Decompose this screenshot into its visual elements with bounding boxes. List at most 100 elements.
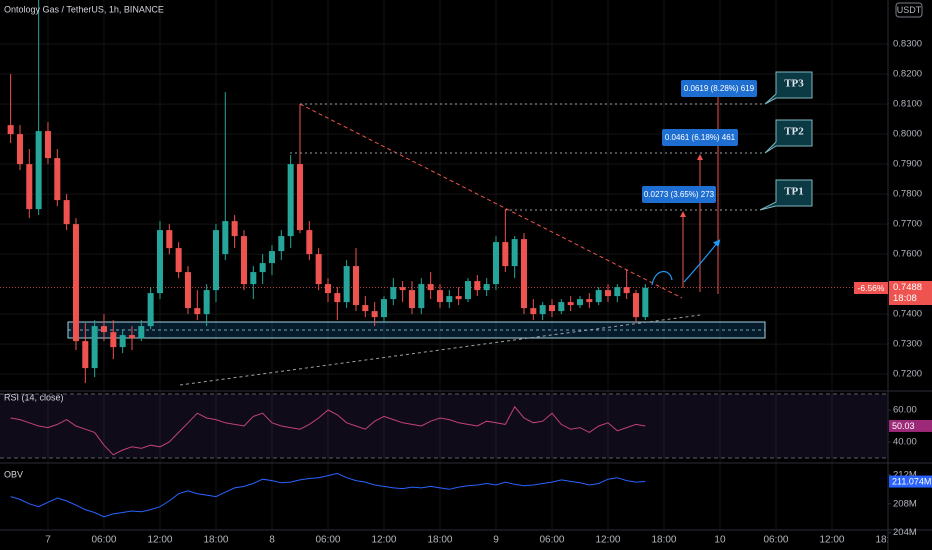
candle-body	[138, 326, 145, 339]
rsi-band	[0, 394, 888, 458]
candle-body	[222, 221, 229, 255]
tp2-info-box	[662, 129, 738, 146]
tp2-callout	[764, 119, 813, 154]
candle-body	[128, 335, 135, 339]
candle-body	[520, 239, 527, 309]
candle-body	[632, 293, 639, 318]
rsi-line	[10, 405, 646, 456]
x-tick-label: 12:00	[819, 535, 844, 546]
x-tick-label: 7	[45, 535, 51, 546]
x-tick-label: 06:00	[539, 535, 564, 546]
x-tick-label: 06:00	[91, 535, 116, 546]
candle-body	[380, 299, 387, 318]
last-value: 211.074M	[892, 476, 931, 486]
candle-body	[156, 230, 163, 294]
candle-body	[315, 254, 322, 285]
y-tick-label: 0.8300	[893, 39, 922, 50]
change-tag	[854, 282, 888, 294]
candle-body	[7, 125, 14, 135]
candle-body	[390, 287, 397, 300]
grid	[0, 0, 889, 530]
candle-body	[231, 221, 238, 237]
y-tick-label: 208M	[893, 498, 917, 509]
last-value-tag	[889, 475, 932, 488]
candle-body	[184, 272, 191, 309]
y-tick-label: 0.7400	[893, 309, 922, 320]
candle-body	[558, 302, 565, 312]
tp2-label: TP2	[784, 126, 804, 138]
candle-body	[483, 284, 490, 291]
y-tick-label: 0.7700	[893, 219, 922, 230]
candle-body	[343, 266, 350, 303]
tp1-callout	[759, 179, 813, 211]
x-tick-label: 06:00	[315, 535, 340, 546]
y-tick-label: 60.00	[893, 405, 917, 416]
candle-body	[595, 290, 602, 303]
rsi-title: RSI (14, close)	[4, 392, 64, 402]
y-tick-label: 0.7300	[893, 339, 922, 350]
tp3-label: TP3	[784, 78, 804, 90]
candle-body	[539, 305, 546, 315]
candle-body	[352, 266, 359, 306]
x-tick-label: 18:00	[427, 535, 452, 546]
candle-body	[44, 131, 51, 159]
y-tick-label: 0.7200	[893, 369, 922, 380]
marks: 7 06:00 12:00 18:00 8 06:00 12:00 18:00 9 06:00 12…	[7, 0, 932, 546]
x-tick-label: 12:00	[147, 535, 172, 546]
x-tick-label: 18:00	[875, 535, 900, 546]
candle-body	[567, 302, 574, 306]
x-tick-label: 18:00	[203, 535, 228, 546]
candle-body	[548, 305, 555, 312]
candle-body	[324, 284, 331, 294]
tp1-info: 0.0273 (3.65%) 273	[644, 190, 715, 199]
candle-body	[250, 272, 257, 285]
candle-body	[278, 236, 285, 252]
candle-body	[464, 281, 471, 300]
y-tick-label: 0.8100	[893, 99, 922, 110]
candle-body	[166, 230, 173, 249]
candle-body	[511, 239, 518, 267]
currency-box	[895, 2, 923, 18]
candle-body	[296, 164, 303, 231]
candle-body	[26, 164, 33, 210]
x-tick-label: 12:00	[595, 535, 620, 546]
candle-body	[72, 224, 79, 342]
candle-body	[147, 293, 154, 327]
candle-body	[306, 230, 313, 255]
candle-body	[418, 284, 425, 309]
candle-body	[576, 299, 583, 306]
y-tick-label: 0.8200	[893, 69, 922, 80]
candle-body	[614, 287, 621, 297]
currency: USDT	[897, 5, 922, 15]
symbol-title: Ontology Gas / TetherUS, 1h, BINANCE	[4, 4, 164, 14]
candle-body	[604, 290, 611, 297]
last-price-tag	[889, 281, 932, 305]
candle-body	[194, 308, 201, 315]
candle-body	[446, 296, 453, 303]
y-tick-label: 0.7600	[893, 249, 922, 260]
candle-body	[455, 296, 462, 300]
candle-body	[54, 158, 61, 201]
candle-body	[642, 287, 649, 318]
x-tick-label: 10	[714, 535, 726, 546]
obv-line	[10, 472, 646, 518]
candle-body	[334, 293, 341, 303]
tp1-info-box	[642, 186, 716, 203]
y-tick-label: 204M	[893, 527, 917, 538]
x-tick-label: 06:00	[763, 535, 788, 546]
candle-body	[287, 164, 294, 237]
tp3-info: 0.0619 (8.28%) 619	[684, 84, 755, 93]
candle-body	[408, 290, 415, 309]
last-value-tag	[889, 419, 932, 432]
candle-body	[119, 335, 126, 348]
candle-body	[436, 290, 443, 303]
last-value: 50.03	[892, 421, 915, 431]
candle-body	[16, 134, 23, 165]
candle-body	[100, 326, 107, 333]
obv-title: OBV	[4, 469, 23, 479]
tp2-info: 0.0461 (6.18%) 461	[665, 133, 736, 142]
candle-body	[427, 284, 434, 291]
tp1-label: TP1	[784, 186, 804, 198]
candle-body	[362, 305, 369, 312]
